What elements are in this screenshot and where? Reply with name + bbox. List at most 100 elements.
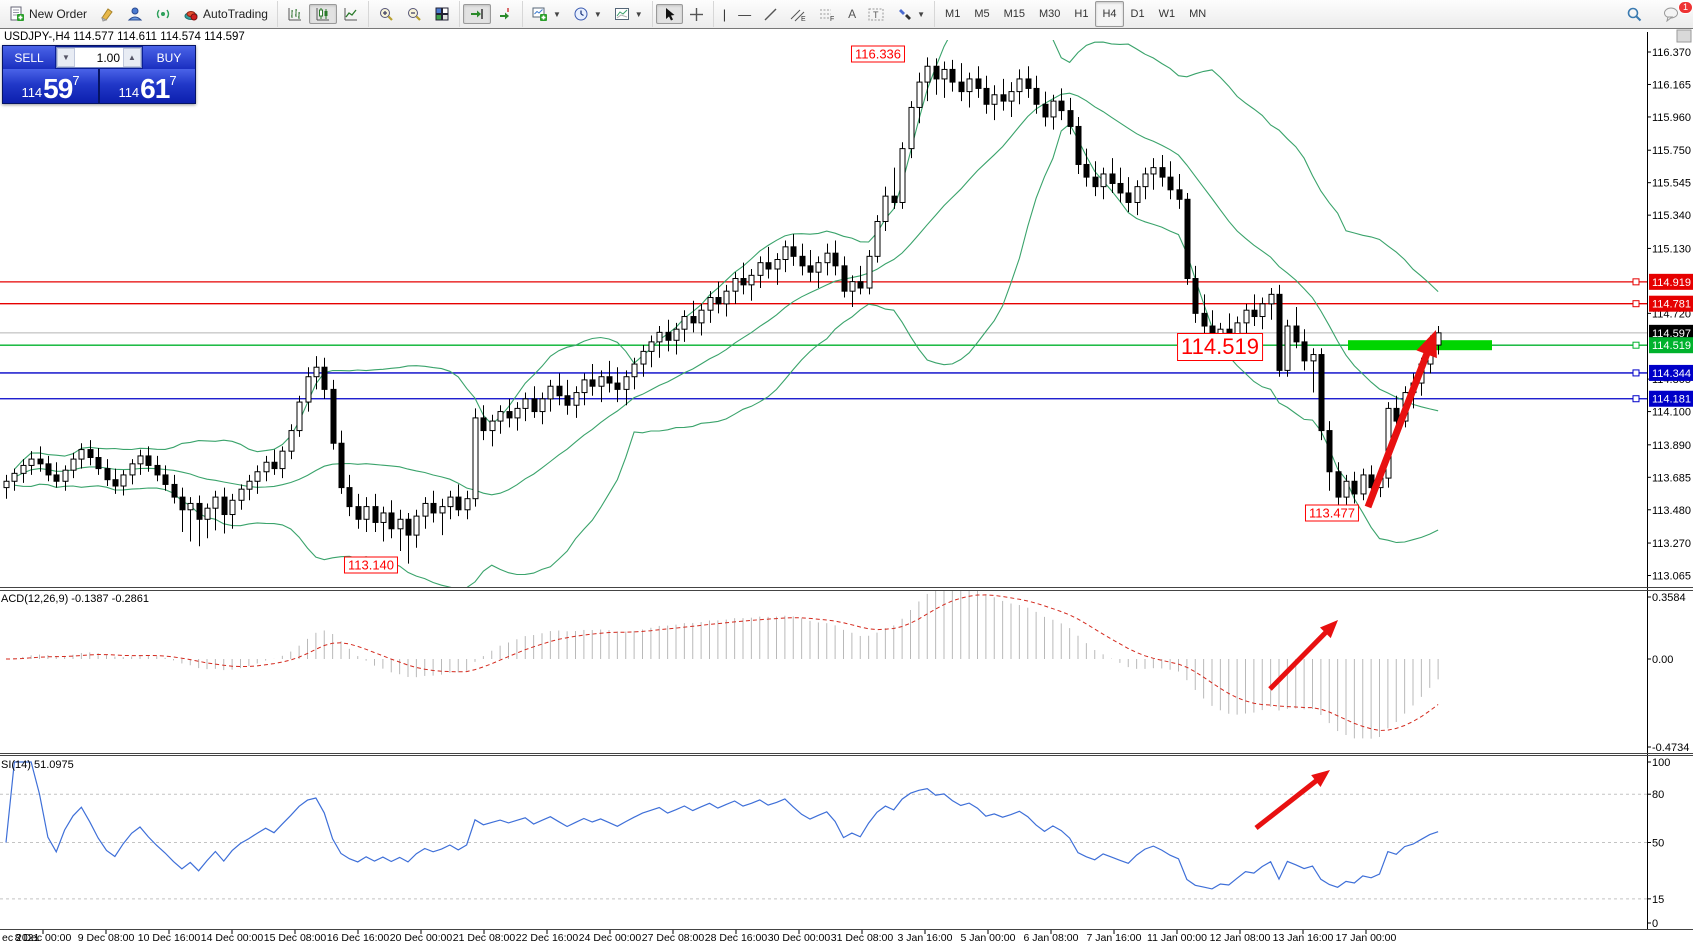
line-anchor-handle[interactable] [1632,395,1640,403]
rsi-pane[interactable] [0,761,1647,900]
notifications-button[interactable]: 1 [1657,1,1693,24]
axis-tick-label: 113.270 [1652,538,1691,550]
new-order-button[interactable]: New Order [3,4,93,24]
bull-candle-body [28,458,35,466]
auto-scroll-button[interactable] [462,4,491,24]
timeframe-button-MN[interactable]: MN [1189,8,1207,20]
bull-candle-body [497,411,504,422]
timeframe-button-D1[interactable]: D1 [1130,8,1145,20]
profile-button[interactable] [121,4,149,24]
bear-candle-body [1335,471,1342,498]
bear-candle-body [430,502,437,514]
crosshair-button[interactable] [683,4,710,24]
price-line-label: 114.344 [1652,368,1691,380]
new-order-icon [10,6,24,21]
line-anchor-handle[interactable] [1632,300,1640,308]
toolbar-group-timeframes: M1 M5 M15 M30 H1 H4 D1 W1 MN [934,1,1216,27]
fibonacci-button[interactable]: F [813,4,842,24]
timeframe-button-M30[interactable]: M30 [1039,8,1061,20]
price-annotation-label[interactable]: 113.140 [343,556,399,574]
bear-candle-body [1393,407,1400,422]
timeframe-button-W1[interactable]: W1 [1158,8,1176,20]
channel-button[interactable]: E [784,4,813,24]
bull-candle-body [62,469,69,482]
cursor-button[interactable] [655,4,683,24]
timeframe-button-H4[interactable]: H4 [1095,1,1124,27]
bull-candle-body [623,376,630,390]
line-anchor-handle[interactable] [1632,278,1640,286]
timeframe-button-H1[interactable]: H1 [1074,8,1089,20]
price-annotation-label[interactable]: 114.519 [1177,333,1263,361]
chart-scroll-button[interactable] [1676,29,1692,43]
buy-price-button[interactable]: 114 61 7 [100,69,195,103]
buy-button[interactable]: BUY [143,46,195,69]
vertical-line-button[interactable]: | [717,4,732,24]
timeframe-button-M5[interactable]: M5 [974,8,990,20]
annotations[interactable] [1254,330,1437,830]
price-chart-canvas[interactable]: 116.370 116.165 115.960 115.750 115.545 115.3… [0,28,1693,946]
timeframe-button-M1[interactable]: M1 [945,8,961,20]
bear-candle-body [1368,474,1375,489]
trend-arrow[interactable] [1254,776,1321,830]
zoom-out-button[interactable] [400,4,428,24]
sell-price-button[interactable]: 114 59 7 [3,69,100,103]
timeframe-button-M15[interactable]: M15 [1003,8,1026,20]
bull-candle-body [1343,480,1350,498]
line-chart-button[interactable] [337,4,365,24]
autotrading-button[interactable]: AutoTrading [177,4,274,24]
bull-candle-body [20,464,27,474]
bar-chart-button[interactable] [281,4,309,24]
text-label-button[interactable]: T [862,4,891,24]
price-annotation-label[interactable]: 116.336 [850,45,906,63]
axis-tick-label: 113.685 [1652,472,1691,484]
candlestick-chart-button[interactable] [308,4,337,24]
buy-price-pip: 7 [169,73,177,88]
axis-tick-label: 115.545 [1652,178,1691,190]
bear-candle-body [983,87,990,105]
trendline-button[interactable] [757,4,784,24]
periods-button[interactable]: ▼ [567,4,608,24]
text-button[interactable]: A [842,4,862,24]
bull-candle-body [573,392,580,406]
time-axis-label: 10 Dec 16:00 [138,932,201,944]
horizontal-line-button[interactable]: — [732,4,757,24]
bear-candle-body [1251,309,1258,318]
volume-increase-button[interactable]: ▲ [123,48,141,67]
green-highlight-zone[interactable] [1348,340,1492,351]
bull-candle-body [656,331,663,343]
axis-tick-label: -0.4734 [1652,742,1689,754]
bear-candle-body [1184,198,1191,280]
line-anchor-handle[interactable] [1632,369,1640,377]
search-button[interactable] [1620,4,1649,24]
line-anchor-handle[interactable] [1632,341,1640,349]
bull-candle-body [640,350,647,365]
tile-windows-button[interactable] [428,4,456,24]
axis-tick-label: 80 [1652,789,1664,801]
trend-arrow[interactable] [1364,349,1432,509]
signal-button[interactable] [149,4,177,24]
macd-pane[interactable] [5,586,1439,739]
time-axis-label: 5 Jan 00:00 [961,932,1016,944]
shapes-button[interactable]: ▼ [891,4,931,24]
trend-arrow[interactable] [1268,628,1330,691]
bull-candle-body [681,316,688,330]
price-pane[interactable] [0,28,1647,590]
new-chart-icon [532,7,547,21]
bear-candle-body [1318,354,1325,432]
axis-tick-label: 100 [1652,757,1670,769]
bear-candle-body [321,366,328,390]
bear-candle-body [1042,103,1049,118]
volume-input[interactable] [75,48,123,67]
axes: 116.370 116.165 115.960 115.750 115.545 115.3… [0,29,1693,944]
volume-decrease-button[interactable]: ▼ [57,48,75,67]
new-chart-button[interactable]: ▼ [526,4,567,24]
sell-button[interactable]: SELL [3,46,55,69]
price-annotation-label[interactable]: 113.477 [1304,504,1360,522]
highlighter-button[interactable] [93,4,121,24]
bull-candle-body [254,471,261,482]
chart-shift-button[interactable] [491,4,519,24]
bull-candle-body [363,506,370,520]
zoom-in-button[interactable] [372,4,400,24]
templates-button[interactable]: ▼ [608,4,649,24]
volume-spinner: ▼ ▲ [56,47,142,68]
